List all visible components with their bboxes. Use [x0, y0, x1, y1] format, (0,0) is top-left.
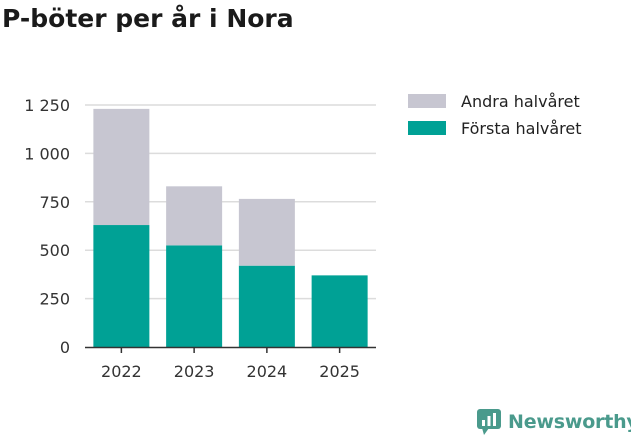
x-tick-label: 2025	[319, 362, 360, 381]
legend-swatch	[408, 121, 446, 135]
y-tick-label: 1 250	[24, 96, 70, 115]
bar-2022-andra	[93, 108, 150, 226]
y-tick-label: 500	[39, 241, 70, 260]
y-tick-label: 0	[60, 338, 70, 357]
y-tick-label: 250	[39, 290, 70, 309]
y-tick-label: 1 000	[24, 144, 70, 163]
bar-2022-forsta	[93, 225, 150, 347]
bar-2023-andra	[166, 186, 223, 246]
x-axis-ticks: 2022 2023 2024 2025	[101, 347, 360, 381]
newsworthy-logo-icon	[477, 409, 501, 435]
legend-label: Andra halvåret	[461, 92, 580, 111]
legend-swatch	[408, 94, 446, 108]
bar-2025-forsta	[311, 275, 368, 347]
bar-2023-forsta	[166, 245, 223, 347]
x-tick-label: 2023	[174, 362, 215, 381]
y-tick-label: 750	[39, 193, 70, 212]
brand-name: Newsworthy	[508, 411, 631, 433]
legend-label: Första halvåret	[461, 119, 582, 138]
x-tick-label: 2022	[101, 362, 142, 381]
bar-2024-andra	[238, 198, 295, 266]
y-axis-ticks: 0 250 500 750 1 000 1 250	[24, 96, 70, 357]
bars	[93, 108, 368, 347]
chart-title: P-böter per år i Nora	[2, 4, 294, 33]
bar-2024-forsta	[238, 265, 295, 347]
brand-logo: Newsworthy	[476, 408, 631, 436]
x-tick-label: 2024	[247, 362, 288, 381]
legend: Andra halvåret Första halvåret	[408, 92, 582, 138]
